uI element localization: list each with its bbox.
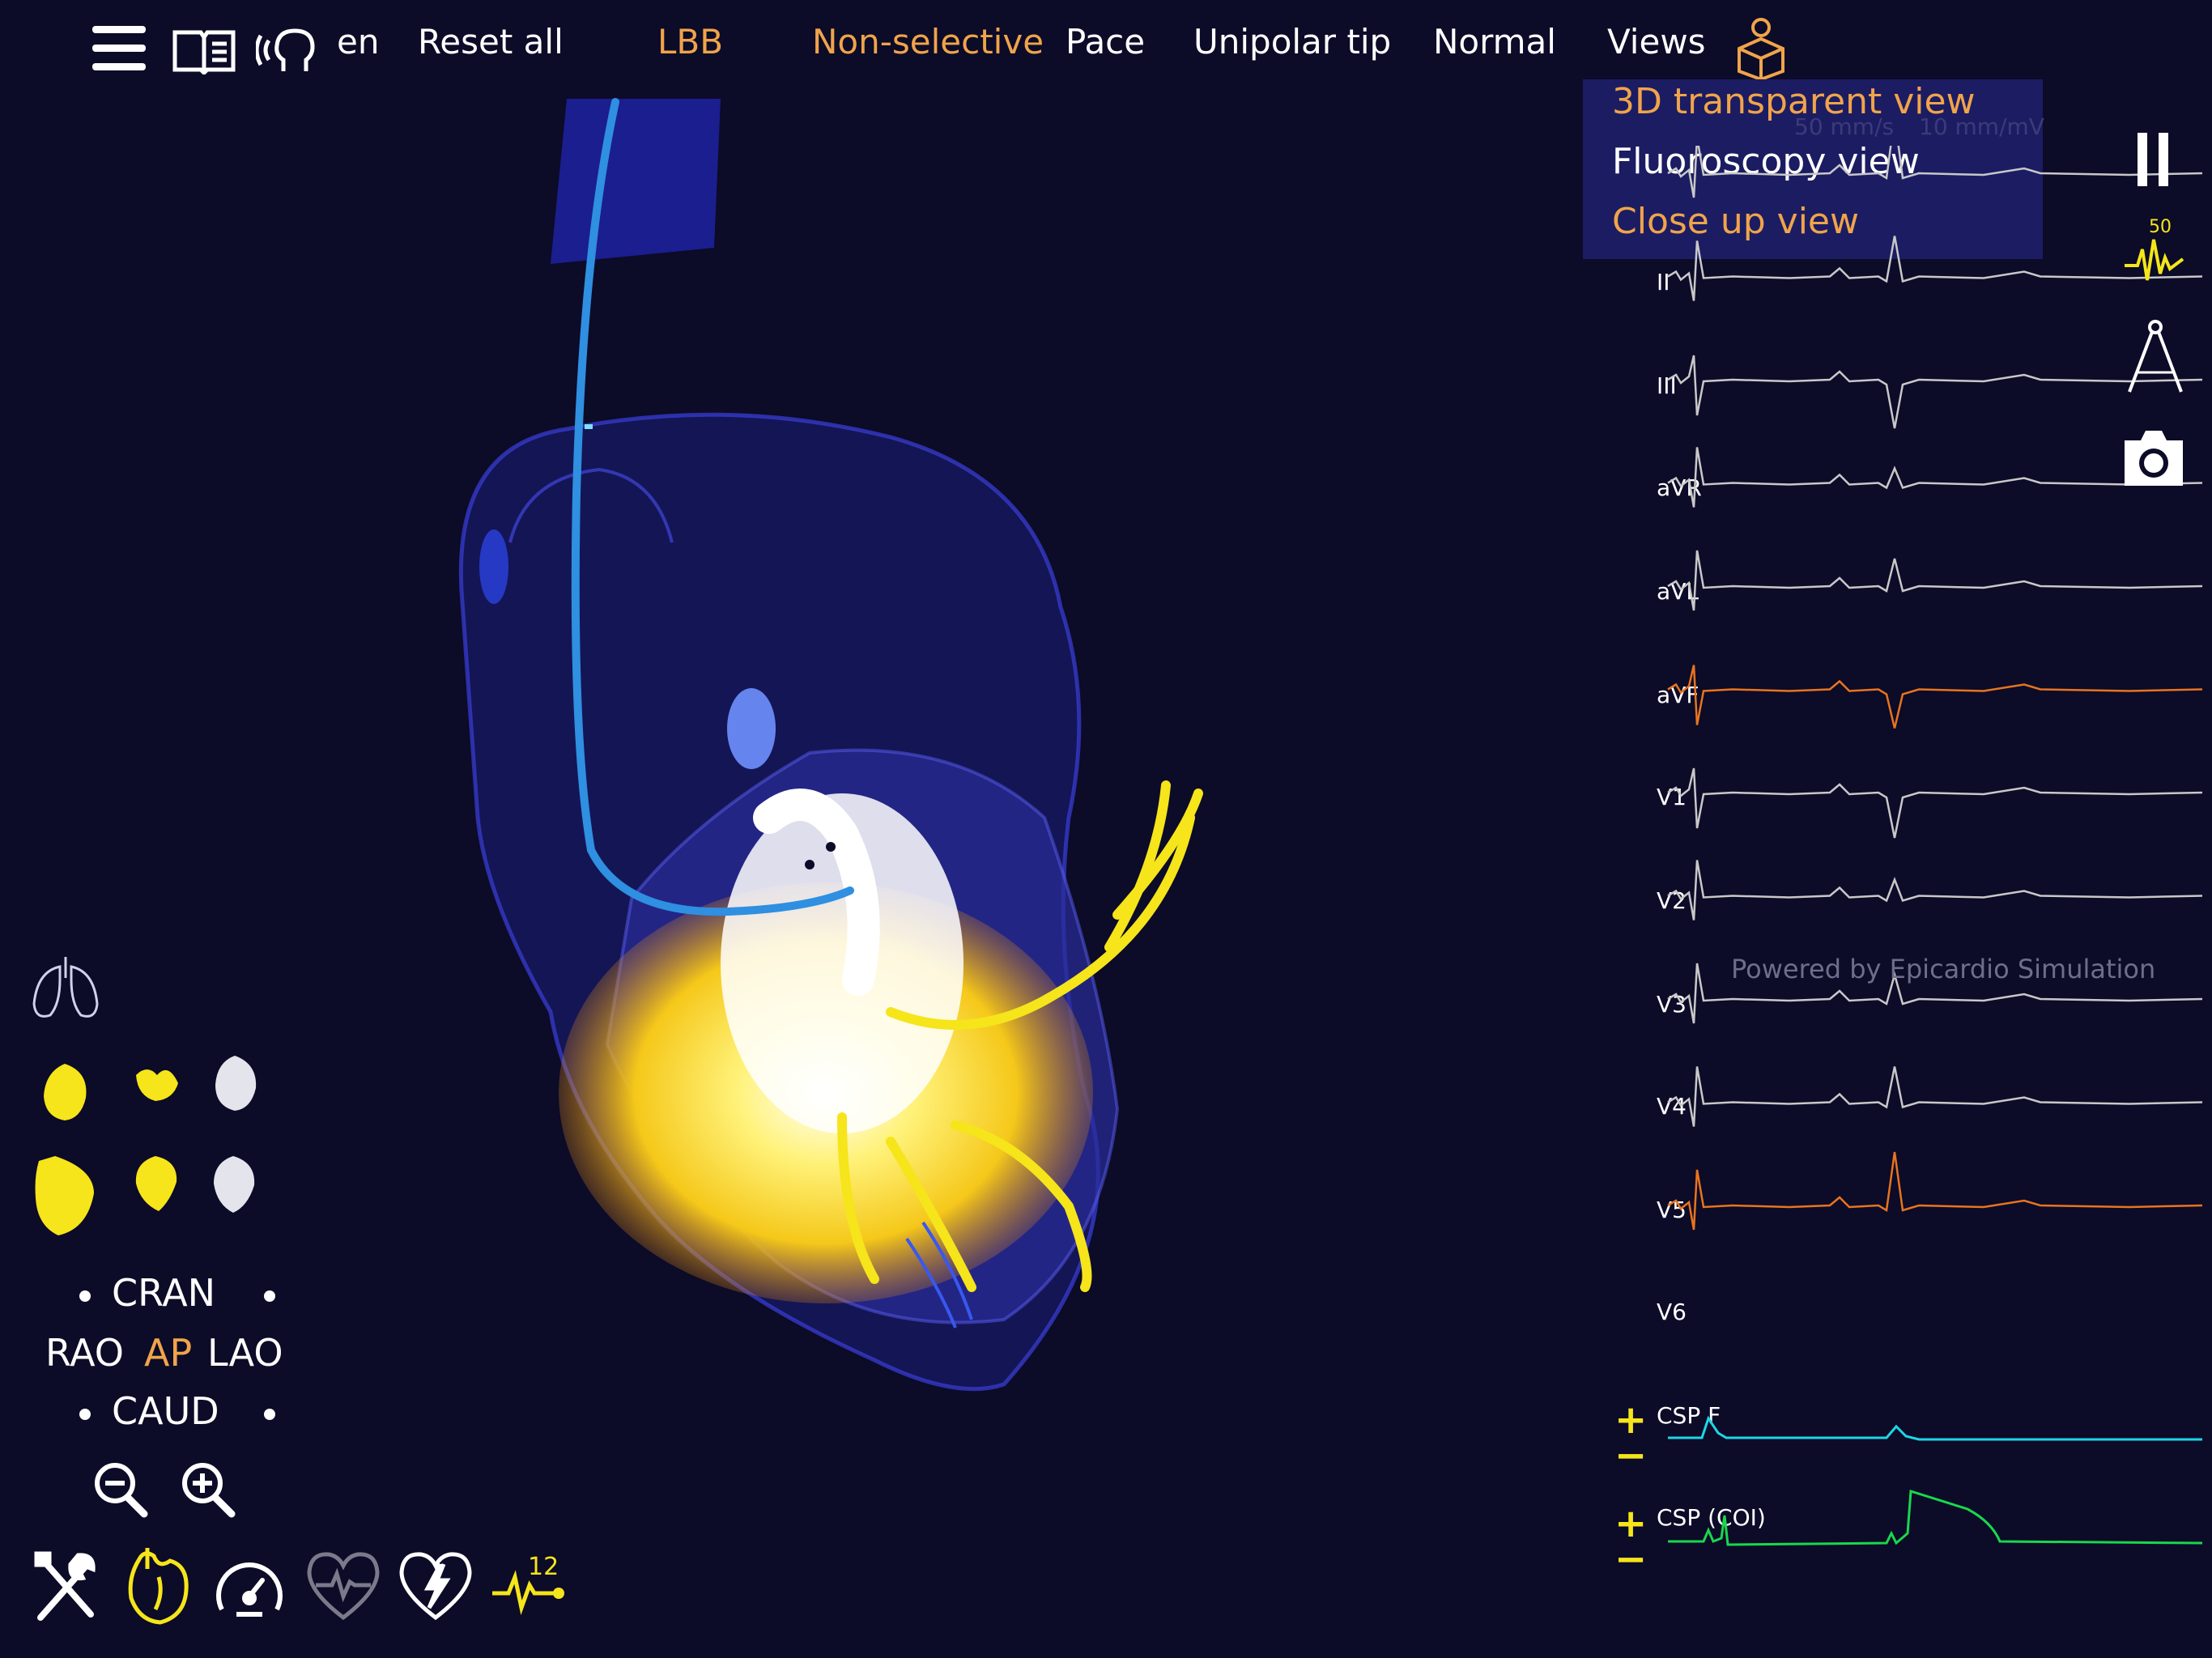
projection-dot-top-left[interactable] [79,1290,91,1302]
projection-lao-button[interactable]: LAO [207,1331,283,1375]
defibrillator-icon[interactable] [397,1550,474,1621]
lead-label-v6: V6 [1657,1299,1687,1325]
capture-site-selector[interactable]: LBB [657,22,724,62]
camera-icon[interactable] [2121,427,2186,489]
heart-3d-view[interactable] [389,89,1360,1449]
projection-caud-button[interactable]: CAUD [112,1389,219,1433]
ecg-trace-ii [1667,146,2202,198]
ecg-trace-v6 [1667,1151,2202,1231]
mode-selector[interactable]: Pace [1066,22,1146,62]
capture-type-selector[interactable]: Non-selective [812,22,1044,62]
conduction-system [837,780,1203,1292]
language-selector[interactable]: en [337,22,380,62]
ecg-trace-avl [1667,447,2202,508]
speedometer-icon[interactable] [212,1551,287,1621]
lungs-model-icon[interactable] [29,955,102,1025]
tools-icon[interactable] [32,1550,99,1622]
csp-coi-trace [1668,1490,2202,1546]
ecg-speed-label: 50 mm/s [1794,113,1895,140]
csp-f-label: CSP F [1657,1402,1721,1429]
svc-structure [551,99,721,264]
ecg-trace-iii [1667,236,2202,301]
ecg-trace-v1 [1667,665,2202,729]
csp-traces [1668,1415,2202,1546]
projection-ap-button[interactable]: AP [144,1331,193,1375]
view-option-fluoroscopy[interactable]: Fluoroscopy view [1612,141,1920,182]
lead-label-ii: II [1657,269,1670,295]
pacing-lead [571,98,854,916]
heart-model-yellow-4-icon[interactable] [130,1153,181,1213]
heart-monitor-icon[interactable] [304,1550,382,1621]
ecg-speed-icon[interactable]: 50 [2121,217,2186,290]
view-option-close-up[interactable]: Close up view [1612,201,1859,242]
csp-f-minus-button[interactable]: − [1614,1433,1648,1478]
ecg-12-lead-icon[interactable]: 12 [491,1553,567,1618]
pause-icon[interactable] [2138,133,2170,186]
csp-f-plus-button[interactable]: + [1614,1397,1648,1443]
heart-model-yellow-2-icon[interactable] [131,1059,181,1104]
projection-cran-button[interactable]: CRAN [112,1271,216,1315]
projection-dot-bottom-right[interactable] [264,1409,275,1420]
lead-label-v3: V3 [1657,991,1687,1018]
csp-f-trace [1668,1415,2202,1441]
views-button[interactable]: Views [1607,22,1706,62]
ecg-trace-v2 [1667,767,2202,839]
ecg-trace-avf [1667,550,2202,611]
ecg-trace-v4 [1667,963,2202,1024]
ecg-gain-label: 10 mm/mV [1919,113,2044,140]
projection-dot-top-right[interactable] [264,1290,275,1302]
zoom-out-icon[interactable] [92,1460,149,1519]
lead-label-v2: V2 [1657,887,1687,914]
views-dropdown: 3D transparent view Fluoroscopy view Clo… [1583,79,2043,259]
ecg-trace-v3 [1667,860,2202,920]
conduction-selector[interactable]: Normal [1433,22,1556,62]
calipers-icon[interactable] [2125,319,2186,395]
ecg-trace-v5 [1667,1066,2202,1127]
pacing-polarity-selector[interactable]: Unipolar tip [1193,22,1392,62]
views-avatar-icon[interactable] [1733,16,1789,82]
view-option-3d-transparent[interactable]: 3D transparent view [1612,81,1976,122]
lead-label-v4: V4 [1657,1093,1687,1120]
projection-dot-bottom-left[interactable] [79,1409,91,1420]
heart-conduction-icon[interactable] [123,1545,191,1626]
ecg-speed-badge: 50 [2149,217,2172,237]
watermark-text: Powered by Epicardio Simulation [1731,954,2156,984]
heart-model-white-1-icon[interactable] [211,1052,259,1112]
ecg-trace-avr [1667,355,2202,429]
csp-coi-plus-button[interactable]: + [1614,1501,1648,1546]
book-icon[interactable] [172,26,236,76]
ecg-12-lead-badge: 12 [528,1553,559,1581]
heart-model-yellow-3-icon[interactable] [31,1153,99,1237]
zoom-in-icon[interactable] [180,1460,236,1519]
voice-icon[interactable] [254,23,317,76]
ecg-traces [1667,146,2202,1231]
csp-coi-minus-button[interactable]: − [1614,1537,1648,1582]
lead-label-v5: V5 [1657,1197,1687,1223]
reset-all-button[interactable]: Reset all [418,22,564,62]
lead-label-v1: V1 [1657,784,1687,810]
menu-icon[interactable] [91,23,147,74]
csp-coi-label: CSP (COI) [1657,1504,1766,1531]
heart-model-white-2-icon[interactable] [209,1153,257,1214]
heart-model-yellow-1-icon[interactable] [39,1061,91,1122]
projection-rao-button[interactable]: RAO [45,1331,124,1375]
